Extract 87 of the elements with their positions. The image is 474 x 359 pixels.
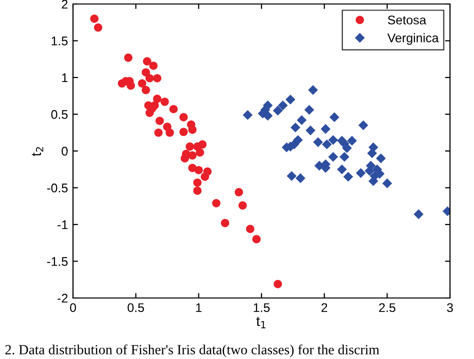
y-tick-label: 1 [62, 73, 68, 82]
point [274, 280, 282, 288]
point [356, 168, 366, 178]
point [329, 112, 340, 122]
point [290, 122, 300, 132]
point [180, 154, 190, 163]
point [347, 136, 357, 146]
point [154, 128, 163, 137]
y-tick-label: 0 [62, 146, 68, 156]
x-tick-label: 1 [196, 303, 202, 312]
point [367, 148, 377, 158]
point [296, 115, 307, 126]
x-tick-label: 2 [321, 303, 328, 312]
y-tick-label: -0.5 [47, 184, 68, 192]
point [343, 172, 354, 182]
legend-label: Setosa [388, 16, 426, 24]
point [252, 235, 261, 244]
x-tick-label: 3 [447, 303, 453, 312]
point [262, 110, 273, 121]
point [142, 86, 150, 94]
point [220, 218, 230, 228]
point [286, 171, 297, 181]
point [358, 120, 368, 130]
point [304, 104, 314, 115]
point [337, 164, 347, 174]
point [234, 188, 244, 196]
point [179, 128, 188, 136]
point [160, 98, 169, 106]
point [150, 101, 159, 110]
y-tick-label: 2 [62, 0, 68, 9]
point [194, 166, 203, 174]
point [342, 143, 352, 153]
x-tick-label: 0 [70, 303, 76, 312]
point [193, 186, 202, 195]
point [196, 148, 204, 157]
point [188, 151, 197, 160]
y-tick-label: -1 [58, 220, 68, 230]
point [414, 209, 424, 220]
point [179, 113, 188, 122]
point [376, 153, 386, 164]
point [145, 74, 154, 82]
point [313, 137, 323, 148]
point [169, 104, 178, 114]
y-tick-label: -2 [58, 294, 68, 303]
point [188, 126, 197, 134]
point [94, 23, 102, 32]
point [238, 201, 247, 210]
text: 2. Data distribution of Fisher's Iris data(two classes) for the discrim [5, 344, 380, 358]
y-axis-title: t$_{2}$ [32, 147, 44, 156]
x-tick-label: 1.5 [254, 303, 270, 312]
point [285, 94, 296, 104]
point [124, 53, 132, 62]
point [186, 142, 194, 151]
point [296, 173, 306, 184]
point [328, 135, 338, 145]
point [320, 124, 330, 134]
point [322, 139, 332, 150]
point [193, 178, 202, 187]
point [272, 106, 283, 116]
x-axis-title: t$_{1}$ [256, 316, 266, 328]
point [212, 199, 220, 208]
point [90, 14, 99, 23]
y-tick-label: 1.5 [52, 36, 68, 46]
point [328, 152, 338, 162]
point [149, 62, 158, 70]
point [278, 100, 288, 110]
y-tick-label: -1.5 [47, 257, 68, 266]
point [166, 128, 174, 137]
point [340, 152, 350, 162]
point [308, 85, 318, 95]
point [306, 126, 316, 136]
point [138, 79, 146, 88]
x-tick-label: 2.5 [379, 303, 396, 312]
point [262, 100, 273, 110]
y-tick-label: 0.5 [51, 110, 68, 119]
point [242, 110, 253, 120]
point [382, 178, 392, 188]
point [156, 116, 164, 126]
x-tick-label: 0.5 [128, 303, 144, 312]
point [153, 74, 162, 82]
point [142, 57, 152, 66]
point [198, 140, 207, 149]
point [200, 172, 210, 181]
point [153, 94, 162, 103]
point [142, 68, 150, 77]
point [246, 224, 254, 234]
legend-label: Verginica [387, 33, 439, 45]
